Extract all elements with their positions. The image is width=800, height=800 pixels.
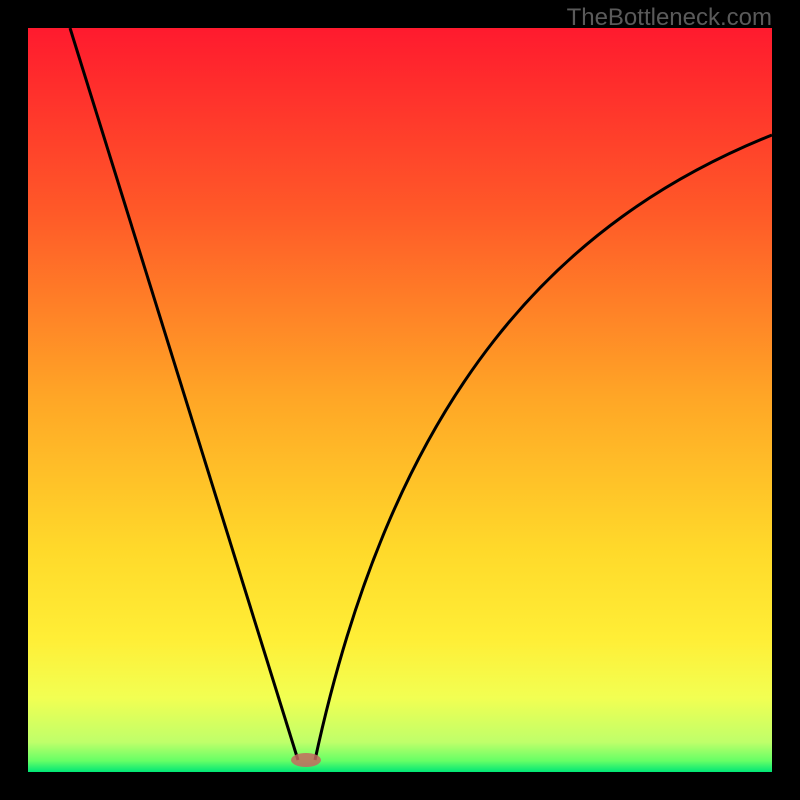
- curve-right-branch: [315, 135, 772, 760]
- curve-left-branch: [70, 28, 298, 760]
- optimal-marker: [291, 753, 321, 767]
- bottleneck-curve: [0, 0, 800, 800]
- chart-frame: TheBottleneck.com: [0, 0, 800, 800]
